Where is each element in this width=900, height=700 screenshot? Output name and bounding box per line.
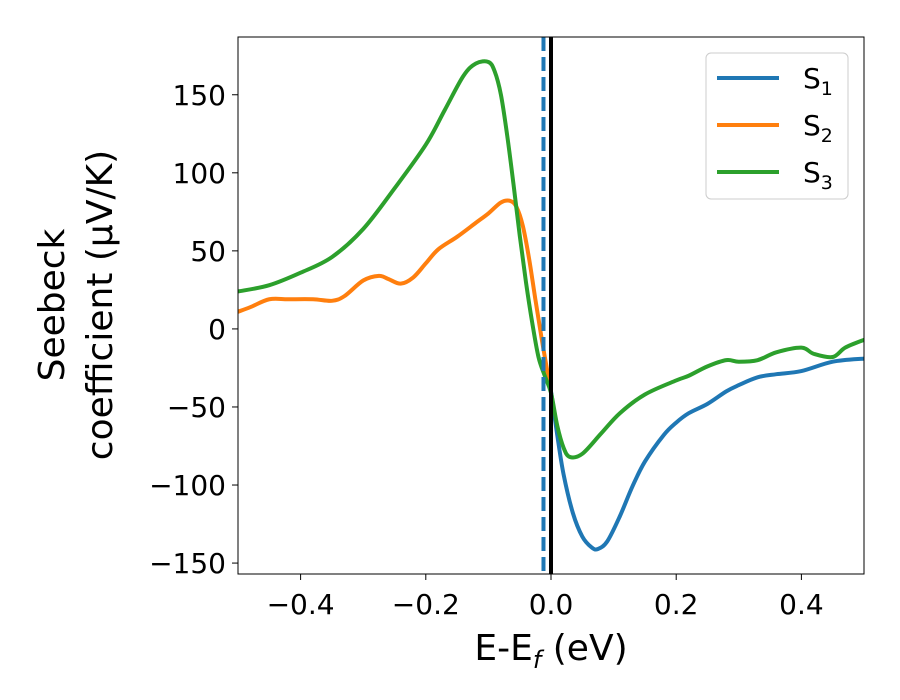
y-axis-title-line2: coefficient (μV/K) — [80, 150, 121, 460]
reference-lines — [541, 37, 553, 574]
x-axis: −0.4 −0.2 0.0 0.2 0.4 — [267, 574, 824, 621]
series-line-s2 — [238, 198, 553, 391]
legend: S1 S2 S3 — [705, 52, 849, 200]
y-tick-label: −50 — [167, 391, 226, 424]
x-tick-label: −0.4 — [267, 588, 335, 621]
legend-label-s2: S2 — [803, 109, 833, 147]
y-tick-label: 50 — [190, 235, 226, 268]
x-axis-title: E-Ef (eV) — [474, 628, 627, 674]
series-line-s1 — [541, 356, 864, 552]
x-tick-label: 0.2 — [654, 588, 699, 621]
y-tick-label: −150 — [149, 547, 226, 580]
y-axis: −150 −100 −50 0 50 100 150 — [149, 79, 238, 580]
x-tick-label: −0.2 — [392, 588, 460, 621]
series-layer — [238, 59, 864, 552]
y-tick-label: −100 — [149, 469, 226, 502]
series-line-s3 — [238, 59, 864, 460]
y-tick-label: 150 — [173, 79, 226, 112]
y-axis-title-line1: Seebeck — [32, 228, 73, 381]
y-tick-label: 0 — [208, 313, 226, 346]
x-tick-label: 0.0 — [529, 588, 574, 621]
y-tick-label: 100 — [173, 157, 226, 190]
x-tick-label: 0.4 — [779, 588, 824, 621]
legend-label-s1: S1 — [803, 62, 833, 100]
legend-label-s3: S3 — [803, 156, 833, 194]
